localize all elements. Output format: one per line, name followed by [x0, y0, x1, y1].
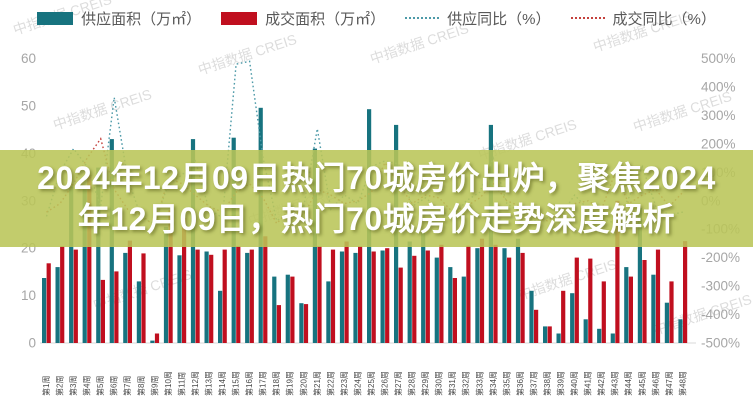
svg-text:第18周: 第18周 [271, 371, 281, 396]
svg-text:第25周: 第25周 [366, 371, 376, 396]
transaction-area-swatch-icon [221, 11, 258, 25]
svg-text:第28周: 第28周 [407, 371, 417, 396]
svg-text:第22周: 第22周 [325, 371, 335, 396]
svg-text:50: 50 [21, 98, 36, 113]
svg-text:第48周: 第48周 [677, 371, 687, 396]
svg-text:第17周: 第17周 [258, 371, 268, 396]
svg-text:500%: 500% [701, 51, 736, 66]
svg-text:0: 0 [28, 336, 36, 351]
svg-text:第6周: 第6周 [109, 376, 119, 396]
svg-text:第24周: 第24周 [352, 371, 362, 396]
legend-item-supply-area: 供应面积（万㎡） [37, 8, 201, 29]
svg-text:第29周: 第29周 [420, 371, 430, 396]
svg-text:第46周: 第46周 [650, 371, 660, 396]
svg-text:第11周: 第11周 [176, 372, 186, 396]
headline-line-2: 年12月09日，热门70城房价走势深度解析 [77, 200, 676, 237]
svg-text:第15周: 第15周 [231, 371, 241, 396]
headline-overlay-banner: 2024年12月09日热门70城房价出炉，聚焦2024 年12月09日，热门70… [0, 150, 753, 247]
svg-text:-300%: -300% [701, 279, 740, 294]
legend-item-transaction-yoy: 成交同比（%） [570, 8, 716, 29]
svg-text:400%: 400% [701, 79, 736, 94]
svg-text:第47周: 第47周 [664, 371, 674, 396]
svg-text:第45周: 第45周 [637, 371, 647, 396]
svg-text:第1周: 第1周 [41, 376, 51, 396]
svg-text:-500%: -500% [701, 336, 740, 351]
legend-item-transaction-area: 成交面积（万㎡） [221, 8, 385, 29]
svg-text:第3周: 第3周 [68, 376, 78, 396]
svg-text:第42周: 第42周 [596, 371, 606, 396]
svg-text:第12周: 第12周 [190, 371, 200, 396]
svg-text:第4周: 第4周 [82, 376, 92, 396]
svg-text:第5周: 第5周 [95, 376, 105, 396]
svg-text:第27周: 第27周 [393, 371, 403, 396]
legend-item-supply-yoy: 供应同比（%） [405, 8, 551, 29]
svg-text:300%: 300% [701, 108, 736, 123]
legend-label-transaction-area: 成交面积（万㎡） [265, 10, 386, 28]
svg-text:第23周: 第23周 [339, 371, 349, 396]
svg-text:第26周: 第26周 [380, 371, 390, 396]
chart-legend: 供应面积（万㎡） 成交面积（万㎡） 供应同比（%） 成交同比（%） [0, 7, 753, 29]
legend-label-transaction-yoy: 成交同比（%） [612, 10, 716, 28]
svg-text:10: 10 [21, 288, 36, 303]
legend-label-supply-area: 供应面积（万㎡） [81, 10, 202, 28]
supply-area-swatch-icon [37, 11, 74, 25]
svg-text:第9周: 第9周 [149, 376, 159, 396]
supply-yoy-dotted-line-icon [405, 17, 440, 19]
svg-text:-400%: -400% [701, 307, 740, 322]
svg-text:第32周: 第32周 [461, 371, 471, 396]
svg-text:60: 60 [21, 51, 36, 66]
headline-line-1: 2024年12月09日热门70城房价出炉，聚焦2024 [37, 159, 716, 196]
svg-text:第2周: 第2周 [55, 376, 65, 396]
svg-text:第21周: 第21周 [312, 371, 322, 396]
svg-text:第37周: 第37周 [528, 371, 538, 396]
svg-text:第7周: 第7周 [122, 376, 132, 396]
svg-text:第19周: 第19周 [285, 371, 295, 396]
svg-text:第40周: 第40周 [569, 371, 579, 396]
svg-text:第33周: 第33周 [474, 371, 484, 396]
svg-text:-200%: -200% [701, 250, 740, 265]
svg-text:第38周: 第38周 [542, 371, 552, 396]
svg-text:第30周: 第30周 [434, 371, 444, 396]
svg-text:第41周: 第41周 [583, 371, 593, 396]
svg-text:第34周: 第34周 [488, 371, 498, 396]
svg-text:第35周: 第35周 [501, 371, 511, 396]
svg-text:第8周: 第8周 [136, 376, 146, 396]
svg-text:第16周: 第16周 [244, 371, 254, 396]
svg-text:第14周: 第14周 [217, 371, 227, 396]
svg-text:200%: 200% [701, 136, 736, 151]
svg-text:第13周: 第13周 [203, 371, 213, 396]
svg-text:中指数据 CREIS: 中指数据 CREIS [196, 31, 299, 78]
svg-text:第36周: 第36周 [515, 371, 525, 396]
svg-text:第20周: 第20周 [298, 371, 308, 396]
legend-label-supply-yoy: 供应同比（%） [447, 10, 551, 28]
svg-text:中指数据 CREIS: 中指数据 CREIS [51, 86, 154, 133]
transaction-yoy-dotted-line-icon [570, 17, 605, 19]
svg-text:第10周: 第10周 [163, 371, 173, 396]
svg-text:第43周: 第43周 [610, 371, 620, 396]
svg-text:第31周: 第31周 [447, 371, 457, 396]
svg-text:第39周: 第39周 [556, 371, 566, 396]
svg-text:第44周: 第44周 [623, 371, 633, 396]
